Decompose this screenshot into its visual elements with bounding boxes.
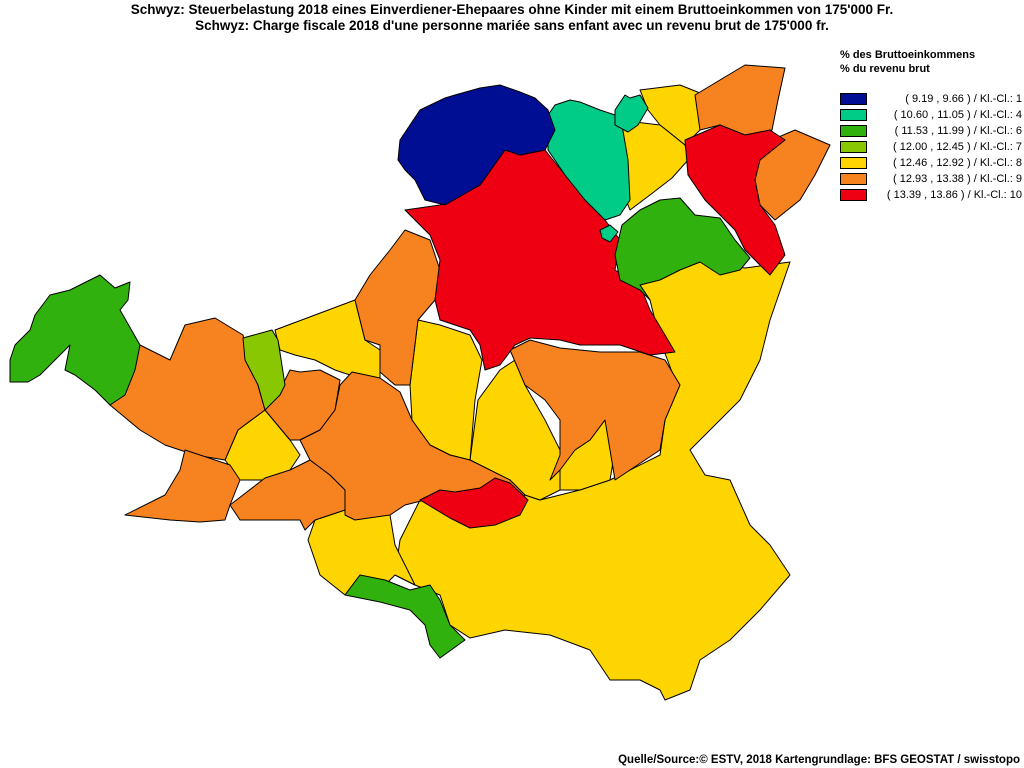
legend-label: ( 12.00 , 12.45 ) / Kl.-Cl.: 7 xyxy=(892,141,1022,153)
legend-swatch xyxy=(840,173,867,185)
municipality-region xyxy=(419,477,529,529)
legend-swatch xyxy=(840,109,867,121)
municipality-region xyxy=(614,94,649,133)
title-line-fr: Schwyz: Charge fiscale 2018 d'une person… xyxy=(195,18,829,33)
municipality-region xyxy=(509,339,681,481)
municipality-region xyxy=(354,229,441,386)
municipality-region xyxy=(547,99,631,221)
legend-label: ( 9.19 , 9.66 ) / Kl.-Cl.: 1 xyxy=(905,93,1022,105)
legend-swatch xyxy=(840,93,867,105)
legend-title-de: % des Bruttoeinkommens xyxy=(840,49,976,61)
municipality-region xyxy=(344,574,466,659)
municipality-region xyxy=(684,124,786,276)
legend-item: ( 12.00 , 12.45 ) / Kl.-Cl.: 7 xyxy=(840,140,1024,156)
legend-label: ( 10.60 , 11.05 ) / Kl.-Cl.: 4 xyxy=(893,109,1022,121)
legend-swatch xyxy=(840,189,867,201)
municipality-region xyxy=(299,371,526,521)
legend-title-fr: % du revenu brut xyxy=(840,63,930,75)
legend-label: ( 13.39 , 13.86 ) / Kl.-Cl.: 10 xyxy=(886,189,1022,201)
title-line-de: Schwyz: Steuerbelastung 2018 eines Einve… xyxy=(130,2,894,17)
chart-title: Schwyz: Steuerbelastung 2018 eines Einve… xyxy=(0,2,1024,34)
legend: % des Bruttoeinkommens % du revenu brut … xyxy=(840,48,1024,204)
legend-item: ( 11.53 , 11.99 ) / Kl.-Cl.: 6 xyxy=(840,124,1024,140)
municipality-region xyxy=(9,274,141,406)
legend-label: ( 12.93 , 13.38 ) / Kl.-Cl.: 9 xyxy=(892,173,1022,185)
municipality-region xyxy=(599,224,619,243)
municipality-region xyxy=(694,64,786,136)
legend-swatch xyxy=(840,125,867,137)
legend-items: ( 9.19 , 9.66 ) / Kl.-Cl.: 1 ( 10.60 , 11… xyxy=(840,92,1024,204)
legend-item: ( 12.46 , 12.92 ) / Kl.-Cl.: 8 xyxy=(840,156,1024,172)
legend-item: ( 13.39 , 13.86 ) / Kl.-Cl.: 10 xyxy=(840,188,1024,204)
source-credit: Quelle/Source:© ESTV, 2018 Kartengrundla… xyxy=(618,754,1020,766)
legend-swatch xyxy=(840,157,867,169)
municipality-region xyxy=(242,329,286,411)
legend-item: ( 12.93 , 13.38 ) / Kl.-Cl.: 9 xyxy=(840,172,1024,188)
municipality-region xyxy=(124,449,241,523)
municipality-region xyxy=(397,84,556,206)
legend-item: ( 10.60 , 11.05 ) / Kl.-Cl.: 4 xyxy=(840,108,1024,124)
legend-item: ( 9.19 , 9.66 ) / Kl.-Cl.: 1 xyxy=(840,92,1024,108)
legend-label: ( 11.53 , 11.99 ) / Kl.-Cl.: 6 xyxy=(894,125,1022,137)
legend-label: ( 12.46 , 12.92 ) / Kl.-Cl.: 8 xyxy=(892,157,1022,169)
legend-swatch xyxy=(840,141,867,153)
municipality-region xyxy=(614,197,751,301)
